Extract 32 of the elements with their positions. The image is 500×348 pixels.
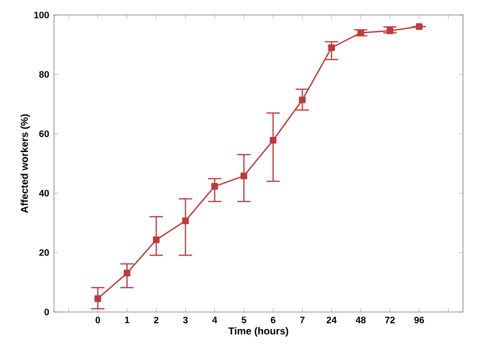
point [298, 96, 306, 104]
point [357, 29, 364, 36]
x-tick-label: 2 [154, 316, 158, 324]
y-tick-label: 40 [39, 190, 49, 196]
point [182, 217, 189, 224]
y-tick-label: 0 [44, 308, 49, 316]
x-tick-label: 1 [125, 316, 130, 324]
point [211, 183, 218, 190]
x-axis-title: Time (hours) [228, 327, 288, 336]
y-tick-label: 80 [39, 71, 49, 78]
y-axis-title: Affected workers (%) [20, 114, 30, 213]
y-tick-label: 20 [39, 249, 49, 256]
x-tick-label: 48 [356, 316, 366, 324]
point [328, 44, 335, 51]
point [240, 172, 248, 180]
point [270, 136, 276, 144]
y-tick-label: 60 [39, 130, 49, 138]
y-tick-label: 100 [34, 12, 49, 18]
x-tick-label: 5 [242, 316, 246, 324]
x-tick-label: 4 [212, 316, 218, 324]
point [94, 295, 102, 302]
x-tick-label: 0 [96, 316, 100, 324]
point [152, 236, 160, 244]
point [124, 270, 130, 276]
x-tick-label: 7 [300, 316, 304, 324]
x-tick-label: 96 [414, 316, 424, 324]
x-tick-label: 72 [385, 316, 395, 324]
x-tick-label: 3 [183, 316, 188, 324]
point [416, 23, 423, 30]
x-tick-label: 6 [270, 316, 276, 324]
x-tick-label: 24 [326, 316, 337, 324]
point [386, 27, 394, 34]
